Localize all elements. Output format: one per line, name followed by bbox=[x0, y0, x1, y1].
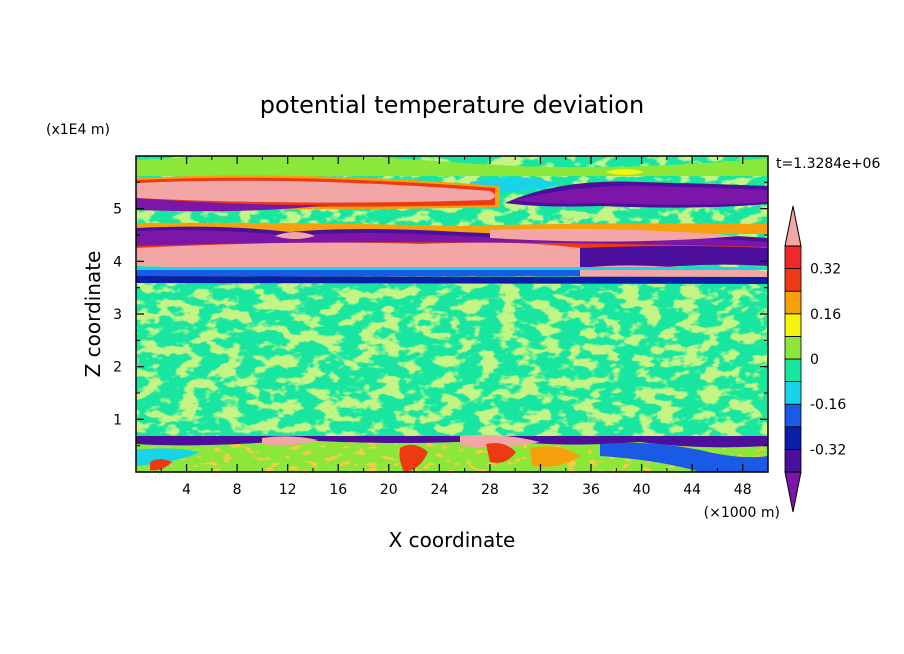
colorbar-tick-label: 0.32 bbox=[810, 262, 841, 278]
x-tick-label: 8 bbox=[233, 482, 242, 498]
colorbar-max-extend bbox=[784, 205, 802, 247]
y-tick-label: 1 bbox=[113, 412, 122, 428]
colorbar-tick-label: 0.16 bbox=[810, 307, 841, 323]
band-pink-mid bbox=[136, 242, 580, 270]
band-lower-red-3 bbox=[150, 459, 172, 471]
band-yellow-upper bbox=[605, 169, 645, 175]
band-purple-upper-right-2 bbox=[515, 185, 768, 205]
y-tick-label: 2 bbox=[113, 360, 122, 376]
x-tick-label: 16 bbox=[329, 482, 347, 498]
x-tick-label: 12 bbox=[279, 482, 297, 498]
colorbar-tick-label: 0 bbox=[810, 352, 819, 368]
band-pink-mid-top bbox=[275, 232, 315, 239]
x-tick-label: 28 bbox=[481, 482, 499, 498]
colorbar: 0.32 0.16 0 -0.16 -0.32 bbox=[784, 205, 846, 513]
y-ticks: 1 2 3 4 5 bbox=[113, 181, 768, 447]
colorbar-tick-label: -0.32 bbox=[810, 442, 846, 458]
x-tick-label: 40 bbox=[633, 482, 651, 498]
colorbar-segment bbox=[784, 426, 802, 450]
chart-title: potential temperature deviation bbox=[260, 91, 644, 119]
colorbar-segment bbox=[784, 335, 802, 360]
colorbar-segment bbox=[784, 403, 802, 428]
band-navy-thin bbox=[136, 276, 768, 284]
x-axis-label: X coordinate bbox=[389, 528, 516, 552]
colorbar-min-extend bbox=[784, 471, 802, 513]
y-tick-label: 3 bbox=[113, 307, 122, 323]
colorbar-tick-label: -0.16 bbox=[810, 397, 846, 413]
colorbar-segment bbox=[784, 313, 802, 337]
band-lower-red-1 bbox=[399, 444, 428, 472]
band-purple-right-mid bbox=[580, 246, 768, 270]
band-purple-upper-left bbox=[136, 198, 330, 212]
x-ticks: 4 8 12 16 20 24 28 32 36 40 44 48 bbox=[160, 156, 752, 498]
x-tick-label: 32 bbox=[532, 482, 550, 498]
colorbar-segment bbox=[784, 448, 802, 473]
y-tick-label: 4 bbox=[113, 254, 122, 270]
x-unit-label: (×1000 m) bbox=[704, 505, 780, 521]
x-tick-label: 36 bbox=[582, 482, 600, 498]
y-axis-label: Z coordinate bbox=[81, 251, 105, 378]
colorbar-segment bbox=[784, 245, 802, 270]
contour-field bbox=[136, 156, 768, 472]
x-tick-label: 48 bbox=[734, 482, 752, 498]
y-tick-label: 5 bbox=[113, 202, 122, 218]
band-pink-upper bbox=[136, 180, 495, 203]
x-tick-label: 24 bbox=[430, 482, 448, 498]
band-cyan-thin bbox=[136, 267, 768, 270]
time-label: t=1.3284e+06 bbox=[776, 156, 880, 172]
colorbar-segment bbox=[784, 381, 802, 405]
band-lower-pink-1 bbox=[262, 436, 318, 446]
band-lower-pink-2 bbox=[460, 434, 540, 448]
band-lower-orange bbox=[530, 446, 580, 467]
colorbar-segment bbox=[784, 268, 802, 292]
band-pink-mid-right bbox=[490, 228, 740, 242]
band-blue-thin bbox=[136, 270, 580, 276]
band-lower-blue bbox=[600, 442, 768, 472]
colorbar-segment bbox=[784, 290, 802, 315]
x-tick-label: 44 bbox=[683, 482, 701, 498]
x-tick-label: 20 bbox=[380, 482, 398, 498]
y-unit-label: (x1E4 m) bbox=[46, 122, 110, 138]
band-lower-red-2 bbox=[486, 443, 516, 463]
x-tick-label: 4 bbox=[182, 482, 191, 498]
colorbar-segment bbox=[784, 358, 802, 383]
